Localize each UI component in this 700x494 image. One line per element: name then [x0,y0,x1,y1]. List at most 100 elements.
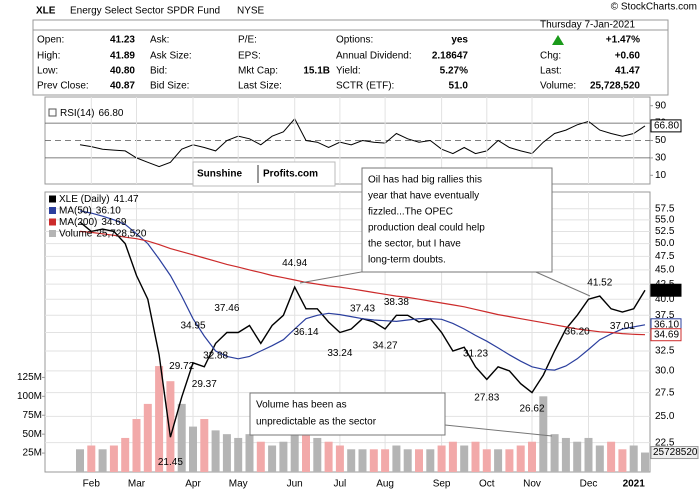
legend-swatch [49,218,56,226]
callout-text: Volume has been as [256,400,347,411]
y-tick-label: 55.0 [655,214,675,225]
extreme-label: 34.95 [180,321,205,332]
y-tick-label: 37.5 [655,310,675,321]
volume-bar [561,437,570,472]
quote-label: High: [37,51,60,62]
extreme-label: 44.94 [282,258,307,269]
legend-swatch [49,230,56,237]
quote-value: 5.27% [440,66,468,77]
volume-bar [256,441,265,472]
volume-bar [607,441,616,472]
volume-bar [234,437,243,472]
extreme-label: 37.46 [214,303,239,314]
volume-bar [76,449,84,472]
extreme-label: 34.27 [373,340,398,351]
extreme-label: 26.62 [519,403,544,414]
volume-bar [494,449,503,472]
quote-value: 15.1B [303,66,330,77]
callout-pointer [444,424,553,437]
volume-bar [369,449,378,472]
symbol: XLE [36,6,56,17]
volume-bar [392,445,401,472]
volume-bar [200,419,209,472]
extreme-label: 37.43 [350,303,375,314]
volume-bar [177,403,186,472]
volume-bar [505,449,514,472]
volume-bar [482,449,491,472]
quote-label: Bid Size: [150,81,189,92]
x-tick-label: Jun [287,479,303,490]
legend-swatch [49,195,56,203]
volume-bar [121,437,130,472]
extreme-label: 41.52 [587,278,612,289]
value-tag [650,283,682,297]
value-tag-label: 36.10 [654,319,679,330]
callout-box [249,392,446,436]
y-tick-label: 52.5 [655,226,675,237]
logo-word: Profits.com [263,169,318,180]
volume-bar [584,437,593,472]
x-tick-label: May [229,479,248,490]
volume-bar [415,449,423,472]
volume-bar [189,426,197,472]
x-tick-label: 2021 [623,479,646,490]
y2-tick-label: 100M [17,391,42,402]
legend-last: 34.69 [101,217,126,228]
y-tick-label: 30.0 [655,366,675,377]
legend-last: 41.47 [114,194,139,205]
y-tick-label: 50.0 [655,238,675,249]
volume-tag-label: 25728520 [653,447,698,458]
y2-tick-label: 50M [23,429,42,440]
rsi-last: 66.80 [98,108,123,119]
legend-name: MA(200) [59,217,97,228]
volume-bar [516,445,525,472]
quote-label: Chg: [540,51,561,62]
quote-label: Options: [336,35,373,46]
quote-value: 51.0 [449,81,469,92]
volume-bar [290,415,299,472]
x-tick-label: Aug [376,479,394,490]
quote-date: Thursday 7-Jan-2021 [540,20,635,31]
x-tick-label: Mar [128,479,146,490]
legend-last: 36.10 [96,205,121,216]
volume-bar [403,449,412,472]
rsi-line [79,117,646,168]
extreme-label: 29.72 [169,361,194,372]
rsi-tick-label: 30 [655,153,667,164]
logo-word: Sunshine [197,169,242,180]
callout-text: long-term doubts. [368,255,446,266]
legend-name: MA(50) [59,205,92,216]
y-tick-label: 45.0 [655,265,675,276]
quote-label: Yield: [336,66,361,77]
x-tick-label: Nov [523,479,541,490]
quote-label: Mkt Cap: [238,66,278,77]
volume-bar [211,430,220,472]
volume-bar [347,449,356,472]
x-tick-label: Dec [580,479,598,490]
legend-entry: MA(50) 36.10 [59,205,121,216]
x-tick-label: Sep [433,479,451,490]
callout-text: production deal could help [368,223,485,234]
value-tag-label: 41.47 [654,285,679,296]
volume-bar [87,445,96,472]
quote-label: Open: [37,35,64,46]
moving-average [79,230,646,336]
y2-tick-label: 25M [23,448,42,459]
volume-bar [618,449,627,472]
exchange: NYSE [237,6,265,17]
volume-bar [448,441,457,472]
callout-text: the sector, but I have [368,239,461,250]
quote-value: 40.80 [110,66,135,77]
y-tick-label: 32.5 [655,346,675,357]
rsi-tick-label: 50 [655,135,667,146]
y-tick-label: 27.5 [655,387,675,398]
volume-bar [279,441,288,472]
percent-change: +1.47% [606,35,640,46]
volume-bar [629,445,638,472]
volume-bar [109,445,118,472]
extreme-label: 21.45 [158,457,183,468]
quote-value: 41.23 [110,35,135,46]
y-tick-label: 40.0 [655,294,675,305]
y-tick-label: 25.0 [655,411,675,422]
